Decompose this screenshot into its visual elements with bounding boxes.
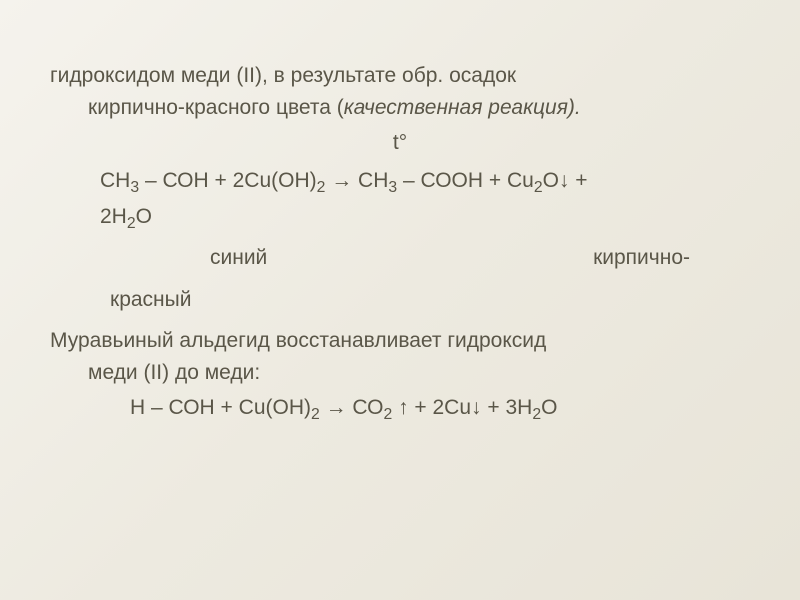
eq2-s1: 2 — [311, 406, 320, 423]
para2-line1: Муравьиный альдегид восстанавливает гидр… — [50, 329, 546, 352]
slide-content: гидроксидом меди (II), в результате обр.… — [50, 60, 750, 427]
label-red-part1: кирпично- — [593, 242, 690, 274]
intro-italic: качественная реакция). — [344, 96, 581, 119]
eq1-p3: → СН — [325, 169, 388, 192]
eq1-p1: СН — [100, 169, 130, 192]
label-red-part2: красный — [50, 284, 750, 316]
eq1-s3: 3 — [388, 179, 397, 196]
eq2-p2: → СО — [320, 396, 384, 419]
eq1-l2s: 2 — [127, 216, 136, 233]
eq1-l2b: O — [136, 205, 152, 228]
color-labels-row: синий кирпично- — [50, 242, 750, 274]
intro-line2: кирпично-красного цвета ( — [88, 96, 344, 119]
eq2-s3: 2 — [532, 406, 541, 423]
eq1-l2a: 2H — [100, 205, 127, 228]
intro-line1: гидроксидом меди (II), в результате обр.… — [50, 64, 516, 87]
eq1-p5: O↓ + — [543, 169, 588, 192]
eq1-s4: 2 — [534, 179, 543, 196]
eq2-p4: O — [541, 396, 557, 419]
intro-line2-wrap: кирпично-красного цвета (качественная ре… — [50, 96, 581, 119]
intro-paragraph: гидроксидом меди (II), в результате обр.… — [50, 60, 750, 123]
eq1-p4: – СООН + Cu — [397, 169, 534, 192]
paragraph-2: Муравьиный альдегид восстанавливает гидр… — [50, 325, 750, 388]
label-blue: синий — [210, 242, 267, 274]
para2-line2: меди (II) до меди: — [50, 361, 260, 384]
equation-1: СН3 – СОН + 2Cu(OH)2 → СН3 – СООН + Cu2O… — [50, 165, 750, 200]
eq2-p3: ↑ + 2Cu↓ + 3H — [392, 396, 532, 419]
equation-2: Н – СОН + Cu(OH)2 → СО2 ↑ + 2Cu↓ + 3H2O — [50, 392, 750, 427]
eq1-p2: – СОН + 2Cu(OH) — [139, 169, 317, 192]
eq2-s2: 2 — [383, 406, 392, 423]
eq1-s1: 3 — [130, 179, 139, 196]
equation-1-line2: 2H2O — [50, 201, 750, 236]
eq2-p1: Н – СОН + Cu(OH) — [130, 396, 311, 419]
temperature-symbol: t° — [50, 127, 750, 159]
